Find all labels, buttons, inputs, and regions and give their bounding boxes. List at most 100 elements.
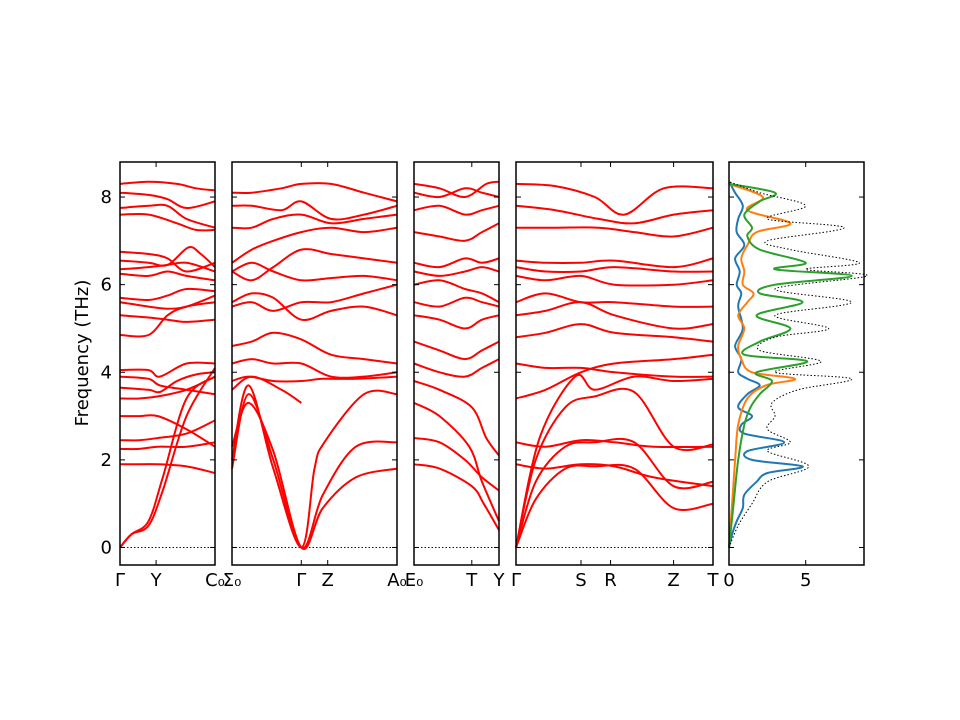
band-line (119, 203, 216, 229)
band-line (119, 191, 216, 210)
high-symmetry-point-label: A₀ (387, 570, 407, 591)
band-line (413, 257, 500, 269)
panel-frame (119, 161, 216, 566)
high-symmetry-point-label: C₀ (205, 570, 225, 591)
band-line (231, 375, 302, 404)
band-line (119, 361, 216, 378)
dos-curve-3 (728, 182, 853, 548)
band-line (231, 182, 398, 203)
band-line (413, 380, 500, 457)
band-line (119, 270, 216, 282)
y-axis-label: Frequency (THz) (72, 280, 93, 427)
panel-frame (413, 161, 500, 566)
band-line (515, 439, 714, 449)
band-line (413, 180, 500, 199)
high-symmetry-point-label: T (465, 570, 478, 591)
band-line (119, 180, 216, 192)
band-line (515, 292, 714, 308)
band-line (119, 212, 216, 232)
band-line (119, 301, 216, 338)
band-line (515, 362, 714, 378)
band-line (119, 294, 216, 310)
band-line (515, 353, 714, 400)
band-line (231, 248, 398, 282)
high-symmetry-point-label: Z (322, 570, 334, 591)
band-line (413, 401, 500, 522)
band-line (413, 437, 500, 492)
dos-curve-1 (728, 181, 804, 548)
band-line (119, 287, 216, 302)
band-line (231, 261, 398, 282)
y-tick-label: 8 (101, 187, 112, 208)
band-line (413, 340, 500, 361)
band-line (413, 187, 500, 199)
y-tick-label: 6 (101, 275, 112, 296)
high-symmetry-point-label: Γ (296, 570, 306, 591)
band-line (231, 401, 398, 551)
band-line (231, 292, 398, 322)
high-symmetry-point-label: Z (667, 570, 679, 591)
band-line (413, 358, 500, 378)
band-line (515, 274, 714, 287)
band-line (413, 204, 500, 216)
band-line (413, 314, 500, 330)
band-line (413, 463, 500, 531)
band-line (515, 301, 714, 330)
band-line (413, 222, 500, 242)
band-line (515, 266, 714, 274)
band-line (231, 331, 398, 365)
band-panel-3: E₀ T Y (405, 161, 506, 591)
panel-frame (515, 161, 714, 566)
band-line (515, 437, 714, 548)
band-line (413, 279, 500, 304)
high-symmetry-point-label: Γ (511, 570, 521, 591)
high-symmetry-point-label: R (604, 570, 617, 591)
high-symmetry-point-label: Y (493, 570, 506, 591)
band-line (515, 204, 714, 225)
band-line (413, 266, 500, 277)
y-tick-label: 0 (101, 537, 112, 558)
panel-frame (231, 161, 398, 566)
band-line (231, 213, 398, 230)
dos-x-tick-label: 0 (723, 570, 734, 591)
band-line (119, 250, 216, 273)
band-line (119, 419, 216, 442)
y-tick-label: 4 (101, 362, 112, 383)
high-symmetry-point-label: E₀ (405, 570, 424, 591)
dos-x-tick-label: 5 (800, 570, 811, 591)
band-line (119, 375, 216, 396)
high-symmetry-point-label: Σ₀ (223, 570, 242, 591)
band-line (515, 463, 714, 488)
band-line (119, 246, 216, 268)
band-line (119, 375, 216, 400)
band-line (515, 257, 714, 269)
band-line (515, 323, 714, 343)
band-line (119, 441, 216, 451)
band-line (231, 283, 398, 312)
high-symmetry-point-label: Y (150, 570, 163, 591)
band-line (231, 384, 398, 549)
band-line (413, 296, 500, 308)
dos-curve-2 (728, 182, 797, 548)
high-symmetry-point-label: S (575, 570, 586, 591)
band-panel-1: 0 2 4 6 8 Γ Y C₀ (101, 161, 225, 591)
band-line (120, 414, 216, 448)
y-tick-label: 2 (101, 450, 112, 471)
band-line (119, 375, 216, 549)
band-line (231, 226, 398, 264)
band-line (515, 373, 714, 548)
band-line (516, 226, 714, 238)
band-line (515, 463, 714, 548)
band-panel-2: Σ₀ Γ Z A₀ (223, 161, 407, 591)
band-line (119, 463, 216, 474)
band-line (231, 200, 398, 221)
high-symmetry-point-label: Γ (115, 570, 125, 591)
band-line (515, 182, 714, 216)
high-symmetry-point-label: T (707, 570, 720, 591)
dos-frame (728, 161, 865, 566)
band-line (231, 358, 398, 379)
